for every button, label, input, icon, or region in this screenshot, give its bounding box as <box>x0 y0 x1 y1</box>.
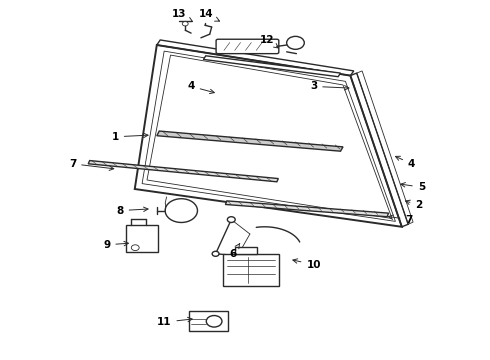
Text: 10: 10 <box>293 259 321 270</box>
Text: 13: 13 <box>172 9 193 22</box>
Circle shape <box>206 315 222 327</box>
Text: 14: 14 <box>198 9 220 21</box>
Text: 8: 8 <box>117 206 148 216</box>
Circle shape <box>165 199 197 222</box>
FancyBboxPatch shape <box>235 247 257 254</box>
FancyBboxPatch shape <box>189 311 228 331</box>
Polygon shape <box>88 161 278 182</box>
Text: 6: 6 <box>229 244 240 259</box>
FancyBboxPatch shape <box>216 39 279 54</box>
Circle shape <box>212 251 219 256</box>
Polygon shape <box>157 131 343 151</box>
Text: 2: 2 <box>406 200 422 210</box>
Circle shape <box>287 36 304 49</box>
Text: 9: 9 <box>103 240 128 250</box>
Polygon shape <box>225 201 389 217</box>
Text: 3: 3 <box>310 81 349 91</box>
Text: 4: 4 <box>395 156 416 169</box>
Text: 5: 5 <box>401 182 425 192</box>
Polygon shape <box>203 56 341 77</box>
Circle shape <box>182 22 188 26</box>
FancyBboxPatch shape <box>126 225 158 252</box>
Text: 7: 7 <box>69 159 114 170</box>
Text: 11: 11 <box>157 317 192 327</box>
Circle shape <box>227 217 235 222</box>
Text: 1: 1 <box>112 132 148 142</box>
FancyBboxPatch shape <box>223 254 279 286</box>
Text: 4: 4 <box>187 81 214 94</box>
Text: 7: 7 <box>389 215 413 225</box>
Text: 12: 12 <box>260 35 278 48</box>
